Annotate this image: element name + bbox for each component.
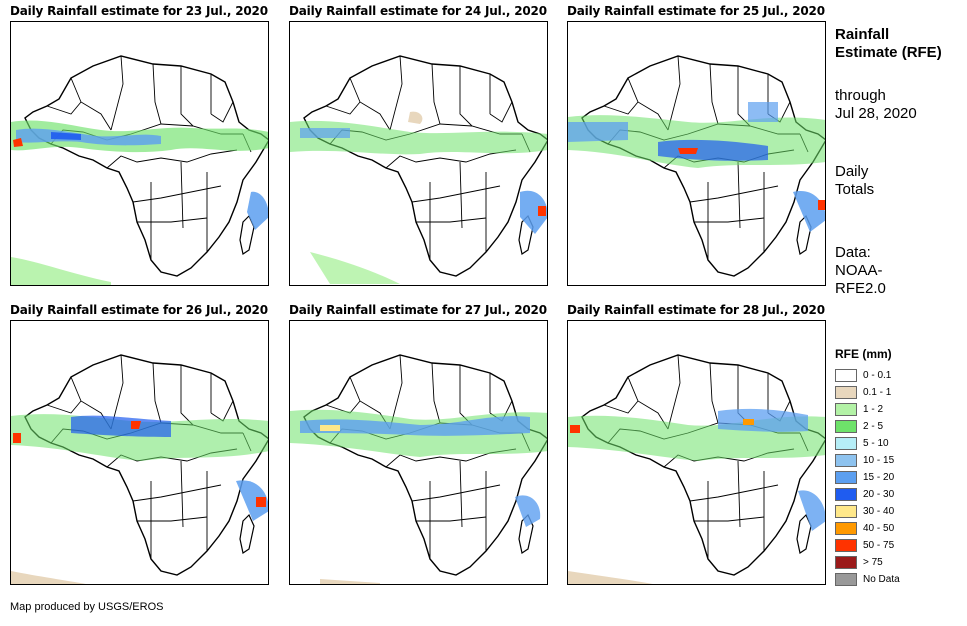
legend-swatch bbox=[835, 471, 857, 484]
legend-swatch bbox=[835, 369, 857, 382]
legend-swatch bbox=[835, 386, 857, 399]
sidebar-title: Rainfall Estimate (RFE) bbox=[835, 26, 942, 61]
daily-totals-text: Daily Totals bbox=[835, 163, 875, 198]
rainfall-map bbox=[567, 320, 826, 585]
panel-title: Daily Rainfall estimate for 25 Jul., 202… bbox=[567, 4, 825, 18]
legend-item: 30 - 40 bbox=[835, 503, 900, 520]
legend-label: 5 - 10 bbox=[863, 438, 889, 449]
panel-title: Daily Rainfall estimate for 26 Jul., 202… bbox=[10, 303, 268, 317]
legend-swatch bbox=[835, 539, 857, 552]
rainfall-map bbox=[289, 320, 548, 585]
legend-item: 2 - 5 bbox=[835, 418, 900, 435]
panel-title: Daily Rainfall estimate for 24 Jul., 202… bbox=[289, 4, 547, 18]
legend-label: 0 - 0.1 bbox=[863, 370, 892, 381]
rainfall-map bbox=[10, 21, 269, 286]
legend-label: 20 - 30 bbox=[863, 489, 895, 500]
legend-label: 15 - 20 bbox=[863, 472, 895, 483]
legend-label: 1 - 2 bbox=[863, 404, 884, 415]
legend-label: No Data bbox=[863, 574, 900, 585]
rfe-legend: RFE (mm) 0 - 0.1 0.1 - 1 1 - 2 2 - 5 5 - 10 1… bbox=[835, 347, 900, 588]
panel-title: Daily Rainfall estimate for 27 Jul., 202… bbox=[289, 303, 547, 317]
legend-item: 0.1 - 1 bbox=[835, 384, 900, 401]
panel-title: Daily Rainfall estimate for 28 Jul., 202… bbox=[567, 303, 825, 317]
legend-swatch bbox=[835, 454, 857, 467]
legend-swatch bbox=[835, 573, 857, 586]
legend-label: 10 - 15 bbox=[863, 455, 895, 466]
panel-title: Daily Rainfall estimate for 23 Jul., 202… bbox=[10, 4, 268, 18]
legend-item: 20 - 30 bbox=[835, 486, 900, 503]
legend-label: > 75 bbox=[863, 557, 883, 568]
legend-items: 0 - 0.1 0.1 - 1 1 - 2 2 - 5 5 - 10 10 - 15 15 … bbox=[835, 367, 900, 588]
legend-label: 30 - 40 bbox=[863, 506, 895, 517]
legend-swatch bbox=[835, 437, 857, 450]
legend-title: RFE (mm) bbox=[835, 347, 892, 361]
legend-swatch bbox=[835, 420, 857, 433]
legend-label: 50 - 75 bbox=[863, 540, 895, 551]
legend-label: 2 - 5 bbox=[863, 421, 884, 432]
legend-swatch bbox=[835, 556, 857, 569]
legend-item: > 75 bbox=[835, 554, 900, 571]
legend-item: 0 - 0.1 bbox=[835, 367, 900, 384]
rainfall-map bbox=[567, 21, 826, 286]
rainfall-map bbox=[10, 320, 269, 585]
legend-item: 50 - 75 bbox=[835, 537, 900, 554]
legend-item: 15 - 20 bbox=[835, 469, 900, 486]
data-source-text: Data: NOAA- RFE2.0 bbox=[835, 244, 886, 297]
rainfall-map bbox=[289, 21, 548, 286]
legend-item: No Data bbox=[835, 571, 900, 588]
legend-item: 1 - 2 bbox=[835, 401, 900, 418]
legend-label: 0.1 - 1 bbox=[863, 387, 892, 398]
legend-item: 40 - 50 bbox=[835, 520, 900, 537]
legend-item: 10 - 15 bbox=[835, 452, 900, 469]
legend-label: 40 - 50 bbox=[863, 523, 895, 534]
legend-swatch bbox=[835, 522, 857, 535]
map-credit: Map produced by USGS/EROS bbox=[10, 601, 164, 613]
legend-swatch bbox=[835, 403, 857, 416]
legend-swatch bbox=[835, 505, 857, 518]
through-text: through Jul 28, 2020 bbox=[835, 87, 917, 122]
legend-item: 5 - 10 bbox=[835, 435, 900, 452]
legend-swatch bbox=[835, 488, 857, 501]
